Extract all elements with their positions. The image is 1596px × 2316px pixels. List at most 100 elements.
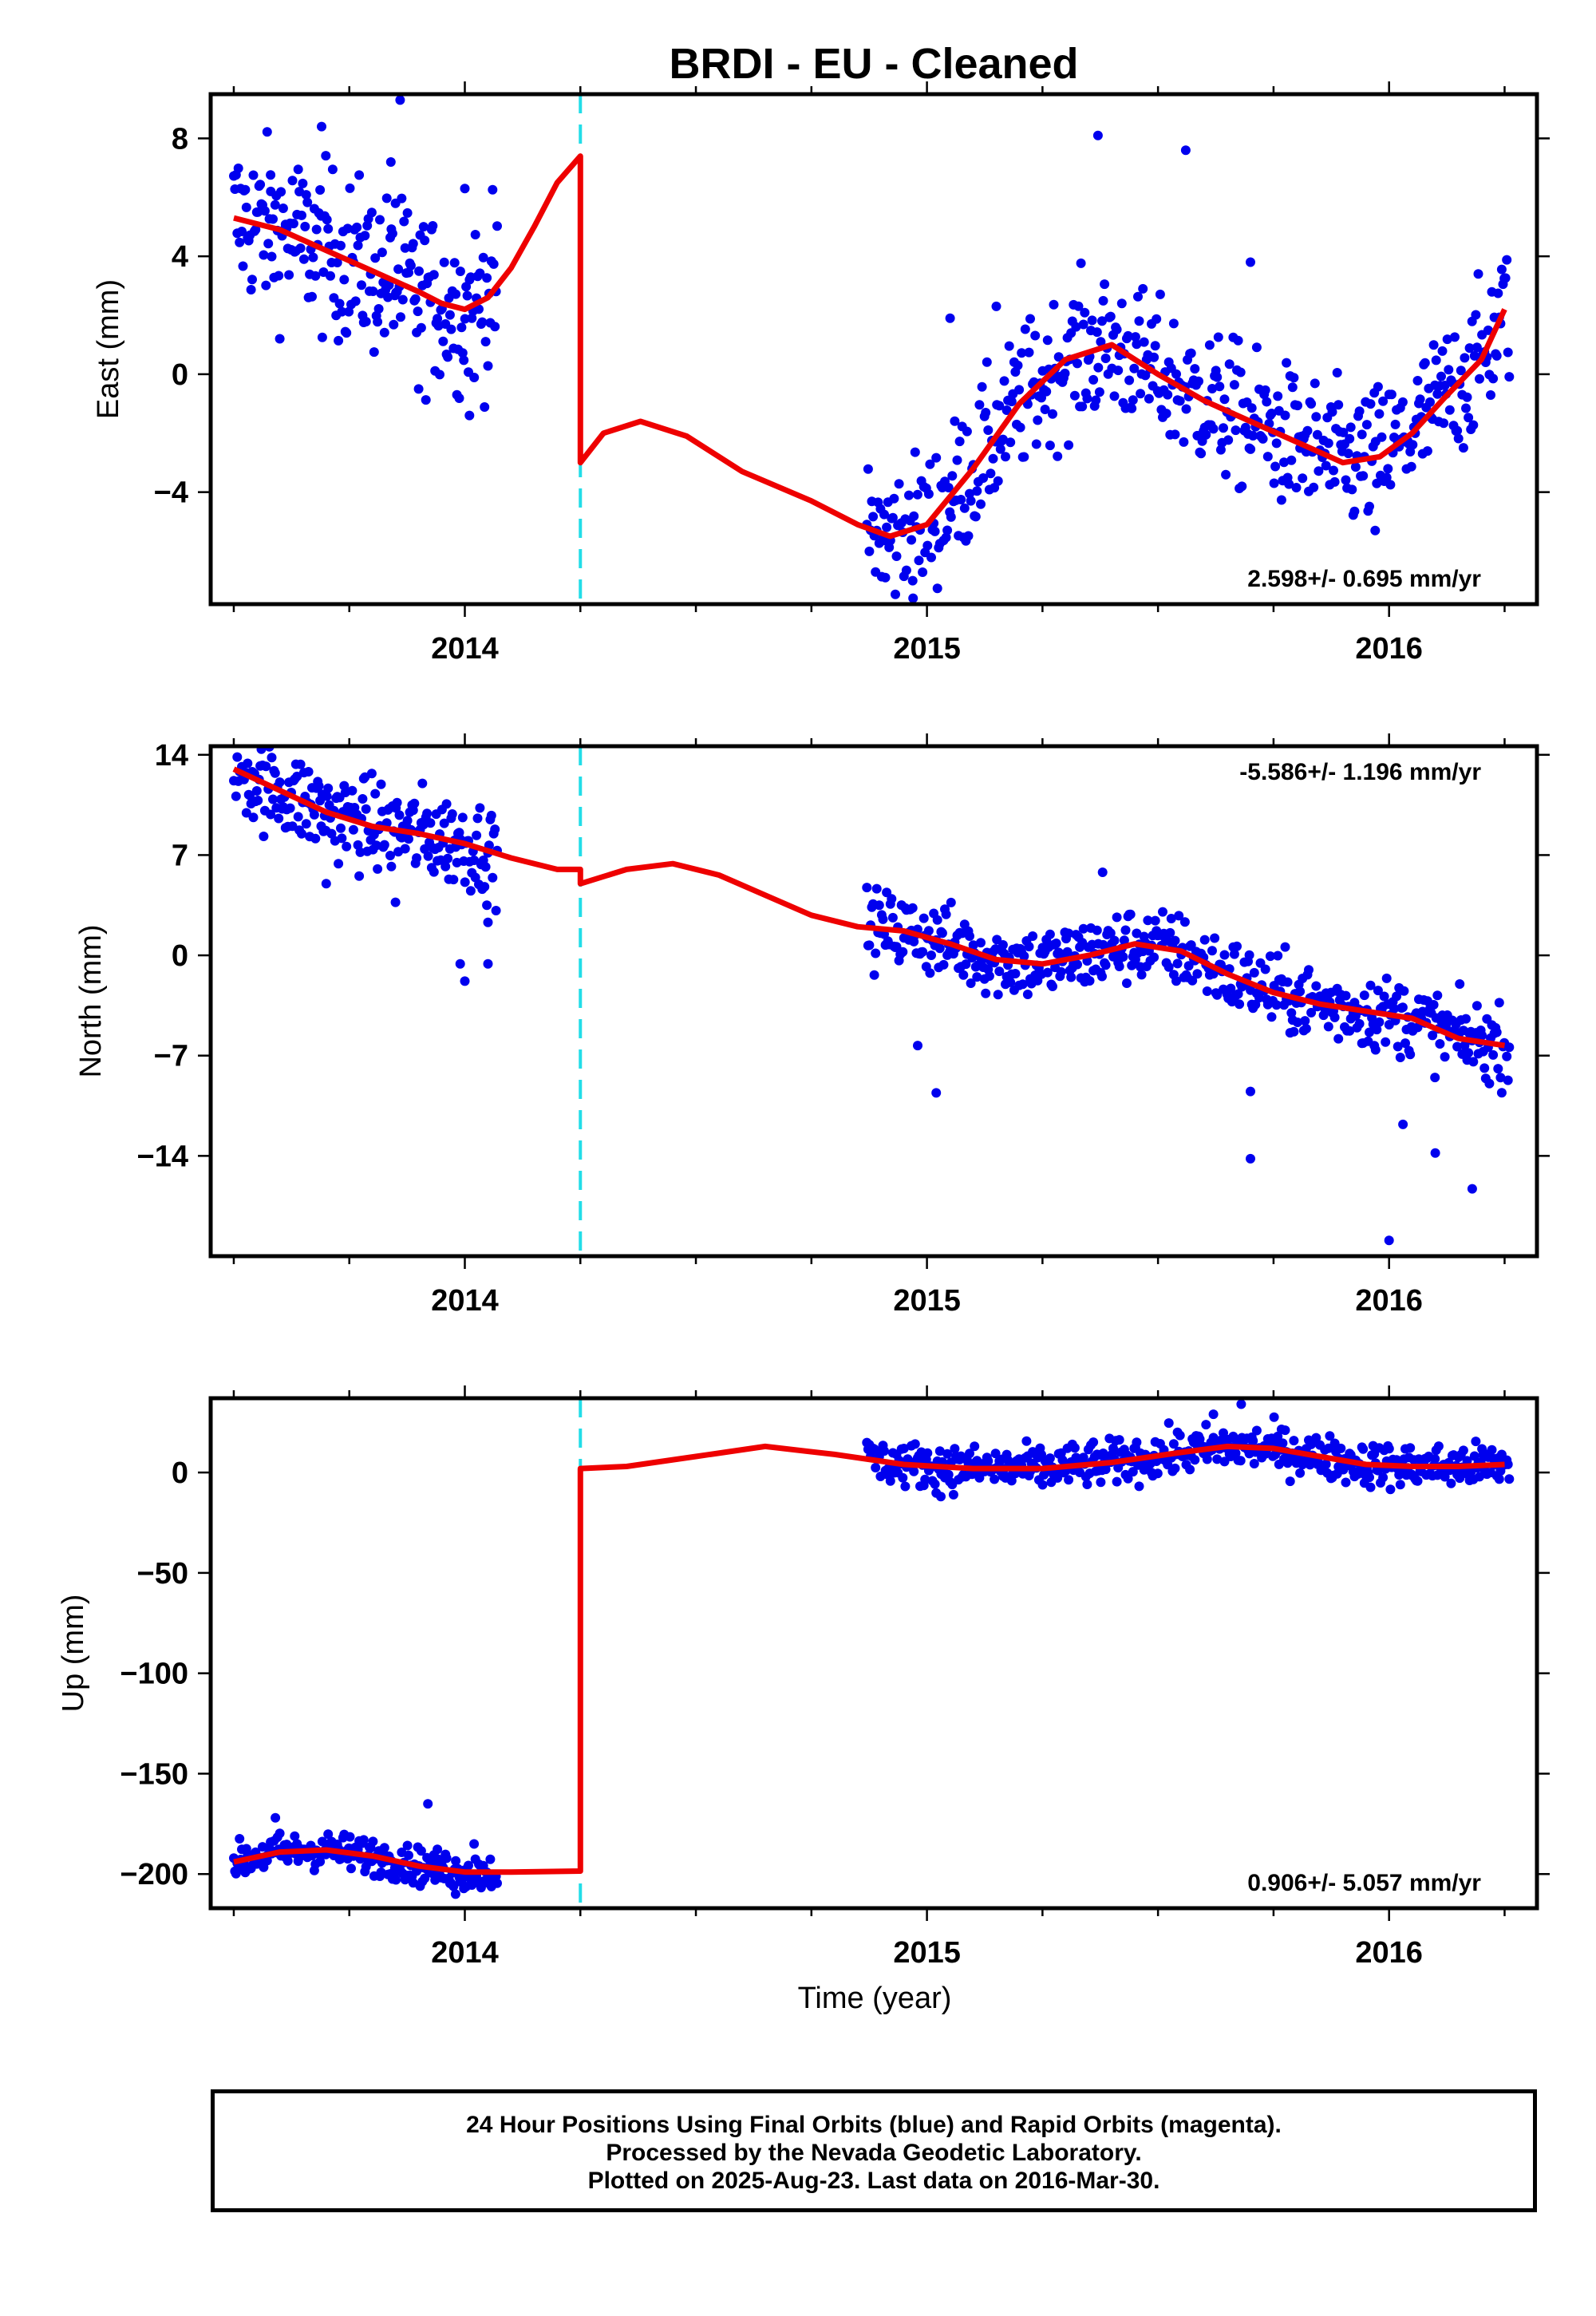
x-axis-label: Time (year) (798, 1982, 952, 2015)
data-point (1325, 1431, 1335, 1441)
data-point (946, 512, 956, 522)
data-point (266, 809, 276, 820)
data-point (1389, 1003, 1399, 1014)
data-point (1282, 358, 1292, 368)
data-point (271, 1812, 281, 1823)
data-point (1150, 915, 1160, 926)
data-point (982, 357, 992, 367)
data-point (874, 900, 884, 911)
data-point (409, 798, 420, 808)
data-point (1487, 1445, 1497, 1455)
data-point (236, 730, 246, 740)
data-point (297, 828, 306, 839)
data-point (451, 289, 461, 299)
data-point (1112, 1476, 1122, 1487)
data-point (485, 1854, 496, 1864)
data-point (909, 511, 919, 521)
data-point (243, 758, 253, 769)
data-point (469, 856, 480, 865)
data-point (1108, 1443, 1118, 1453)
data-point (1223, 435, 1234, 445)
data-point (984, 971, 994, 981)
data-point (1219, 1428, 1228, 1438)
data-point (368, 287, 378, 296)
data-point (908, 593, 918, 603)
data-point (259, 250, 269, 260)
data-point (1123, 330, 1133, 341)
data-point (1190, 1455, 1200, 1465)
data-point (885, 1476, 895, 1486)
data-point (492, 1878, 502, 1888)
data-point (1084, 976, 1095, 986)
footer-line-1: 24 Hour Positions Using Final Orbits (bl… (466, 2112, 1282, 2138)
data-point (942, 525, 953, 536)
data-point (869, 970, 879, 980)
data-point (1437, 346, 1448, 356)
north-rate-annotation: -5.586+/- 1.196 mm/yr (1239, 759, 1481, 785)
data-point (1028, 931, 1038, 941)
data-point (945, 313, 955, 323)
data-point (1384, 1235, 1394, 1246)
data-point (1181, 404, 1191, 414)
data-point (1383, 464, 1393, 474)
data-point (298, 254, 309, 264)
data-point (907, 903, 918, 913)
x-tick-label: 2015 (893, 1936, 961, 1970)
data-point (448, 875, 459, 885)
data-point (267, 753, 277, 763)
data-point (1399, 986, 1409, 996)
data-point (309, 809, 319, 820)
y-tick-label: 8 (172, 122, 188, 156)
data-point (402, 816, 413, 826)
data-point (913, 1041, 922, 1051)
data-point (1064, 1475, 1074, 1485)
data-point (1013, 360, 1023, 370)
data-point (1129, 363, 1140, 373)
data-point (882, 522, 892, 532)
data-point (1289, 1436, 1299, 1446)
data-point (486, 810, 496, 820)
data-point (1185, 1464, 1195, 1475)
data-point (381, 193, 392, 204)
data-point (1244, 950, 1254, 960)
data-point (460, 314, 470, 324)
data-point (350, 296, 361, 306)
data-point (1488, 1049, 1499, 1060)
data-point (1048, 409, 1057, 419)
data-point (302, 197, 313, 207)
data-point (1458, 1445, 1468, 1456)
data-point (447, 809, 457, 819)
data-point (1045, 441, 1055, 451)
data-point (1073, 358, 1082, 369)
data-point (321, 879, 331, 889)
data-point (1015, 422, 1025, 433)
data-point (1134, 316, 1144, 326)
data-point (298, 178, 308, 188)
data-point (1493, 1064, 1503, 1074)
data-point (1412, 1476, 1423, 1486)
data-point (470, 230, 480, 239)
data-point (1033, 415, 1043, 425)
data-point (1251, 1425, 1262, 1436)
data-point (1212, 990, 1223, 1000)
data-point (1116, 298, 1127, 309)
data-point (404, 1850, 413, 1860)
data-point (282, 1856, 293, 1866)
data-point (480, 337, 491, 347)
data-point (1452, 1041, 1463, 1052)
data-point (393, 264, 404, 275)
y-tick-label: 0 (172, 358, 188, 392)
data-point (1004, 341, 1014, 351)
data-point (981, 988, 991, 998)
data-point (991, 301, 1001, 311)
data-point (1287, 382, 1298, 393)
data-point (986, 468, 996, 479)
data-point (1056, 966, 1066, 977)
data-point (238, 261, 248, 271)
data-point (295, 243, 306, 253)
data-point (1286, 1008, 1297, 1018)
data-point (864, 940, 875, 951)
data-point (1341, 475, 1351, 485)
data-point (433, 314, 443, 324)
data-point (332, 258, 342, 267)
